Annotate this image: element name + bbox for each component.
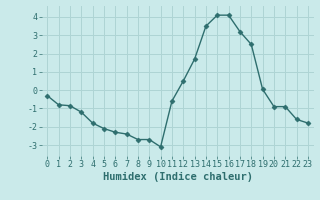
X-axis label: Humidex (Indice chaleur): Humidex (Indice chaleur)	[103, 172, 252, 182]
